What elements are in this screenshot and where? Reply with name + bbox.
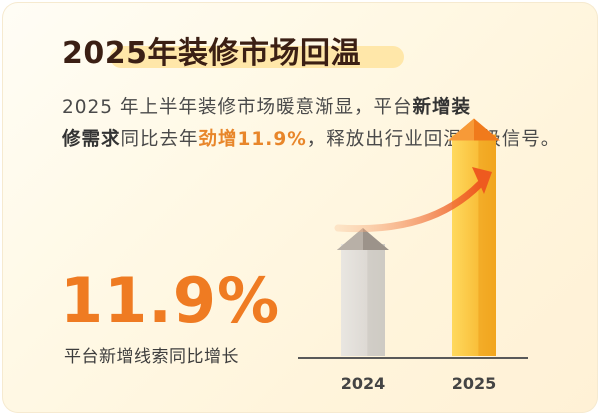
x-tick-label-2024: 2024 xyxy=(340,374,386,393)
bar-shade-2024 xyxy=(367,244,385,356)
para-bold-3: 求 xyxy=(101,129,121,150)
trend-arrow xyxy=(334,180,484,233)
trend-arrow-head xyxy=(472,167,492,194)
para-bold-2: 修需 xyxy=(62,129,102,150)
bar-2025 xyxy=(448,118,500,356)
bar-roof-light-2024 xyxy=(337,228,363,250)
para-text-1: 2025 年上半年装修市场暖意渐显，平台 xyxy=(62,97,413,118)
para-text-2: 同比去年 xyxy=(120,129,199,150)
page-title: 2025年装修市场回温 xyxy=(62,36,361,71)
title-highlight xyxy=(110,46,404,68)
para-bold-1: 新增装 xyxy=(412,97,471,118)
stat-label: 平台新增线索同比增长 xyxy=(64,347,239,367)
bar-shade-2025 xyxy=(478,134,496,356)
para-highlight: 劲增11.9% xyxy=(198,129,307,150)
stat-value: 11.9% xyxy=(60,264,281,337)
bar-roof-light-2025 xyxy=(448,118,474,141)
bar-2024 xyxy=(337,228,389,356)
summary-paragraph: 2025 年上半年装修市场暖意渐显，平台新增装修需求同比去年劲增11.9%，释放… xyxy=(62,92,562,156)
x-tick-label-2025: 2025 xyxy=(451,374,497,393)
para-text-3: ，释放出行业回温积极信号。 xyxy=(306,129,561,150)
